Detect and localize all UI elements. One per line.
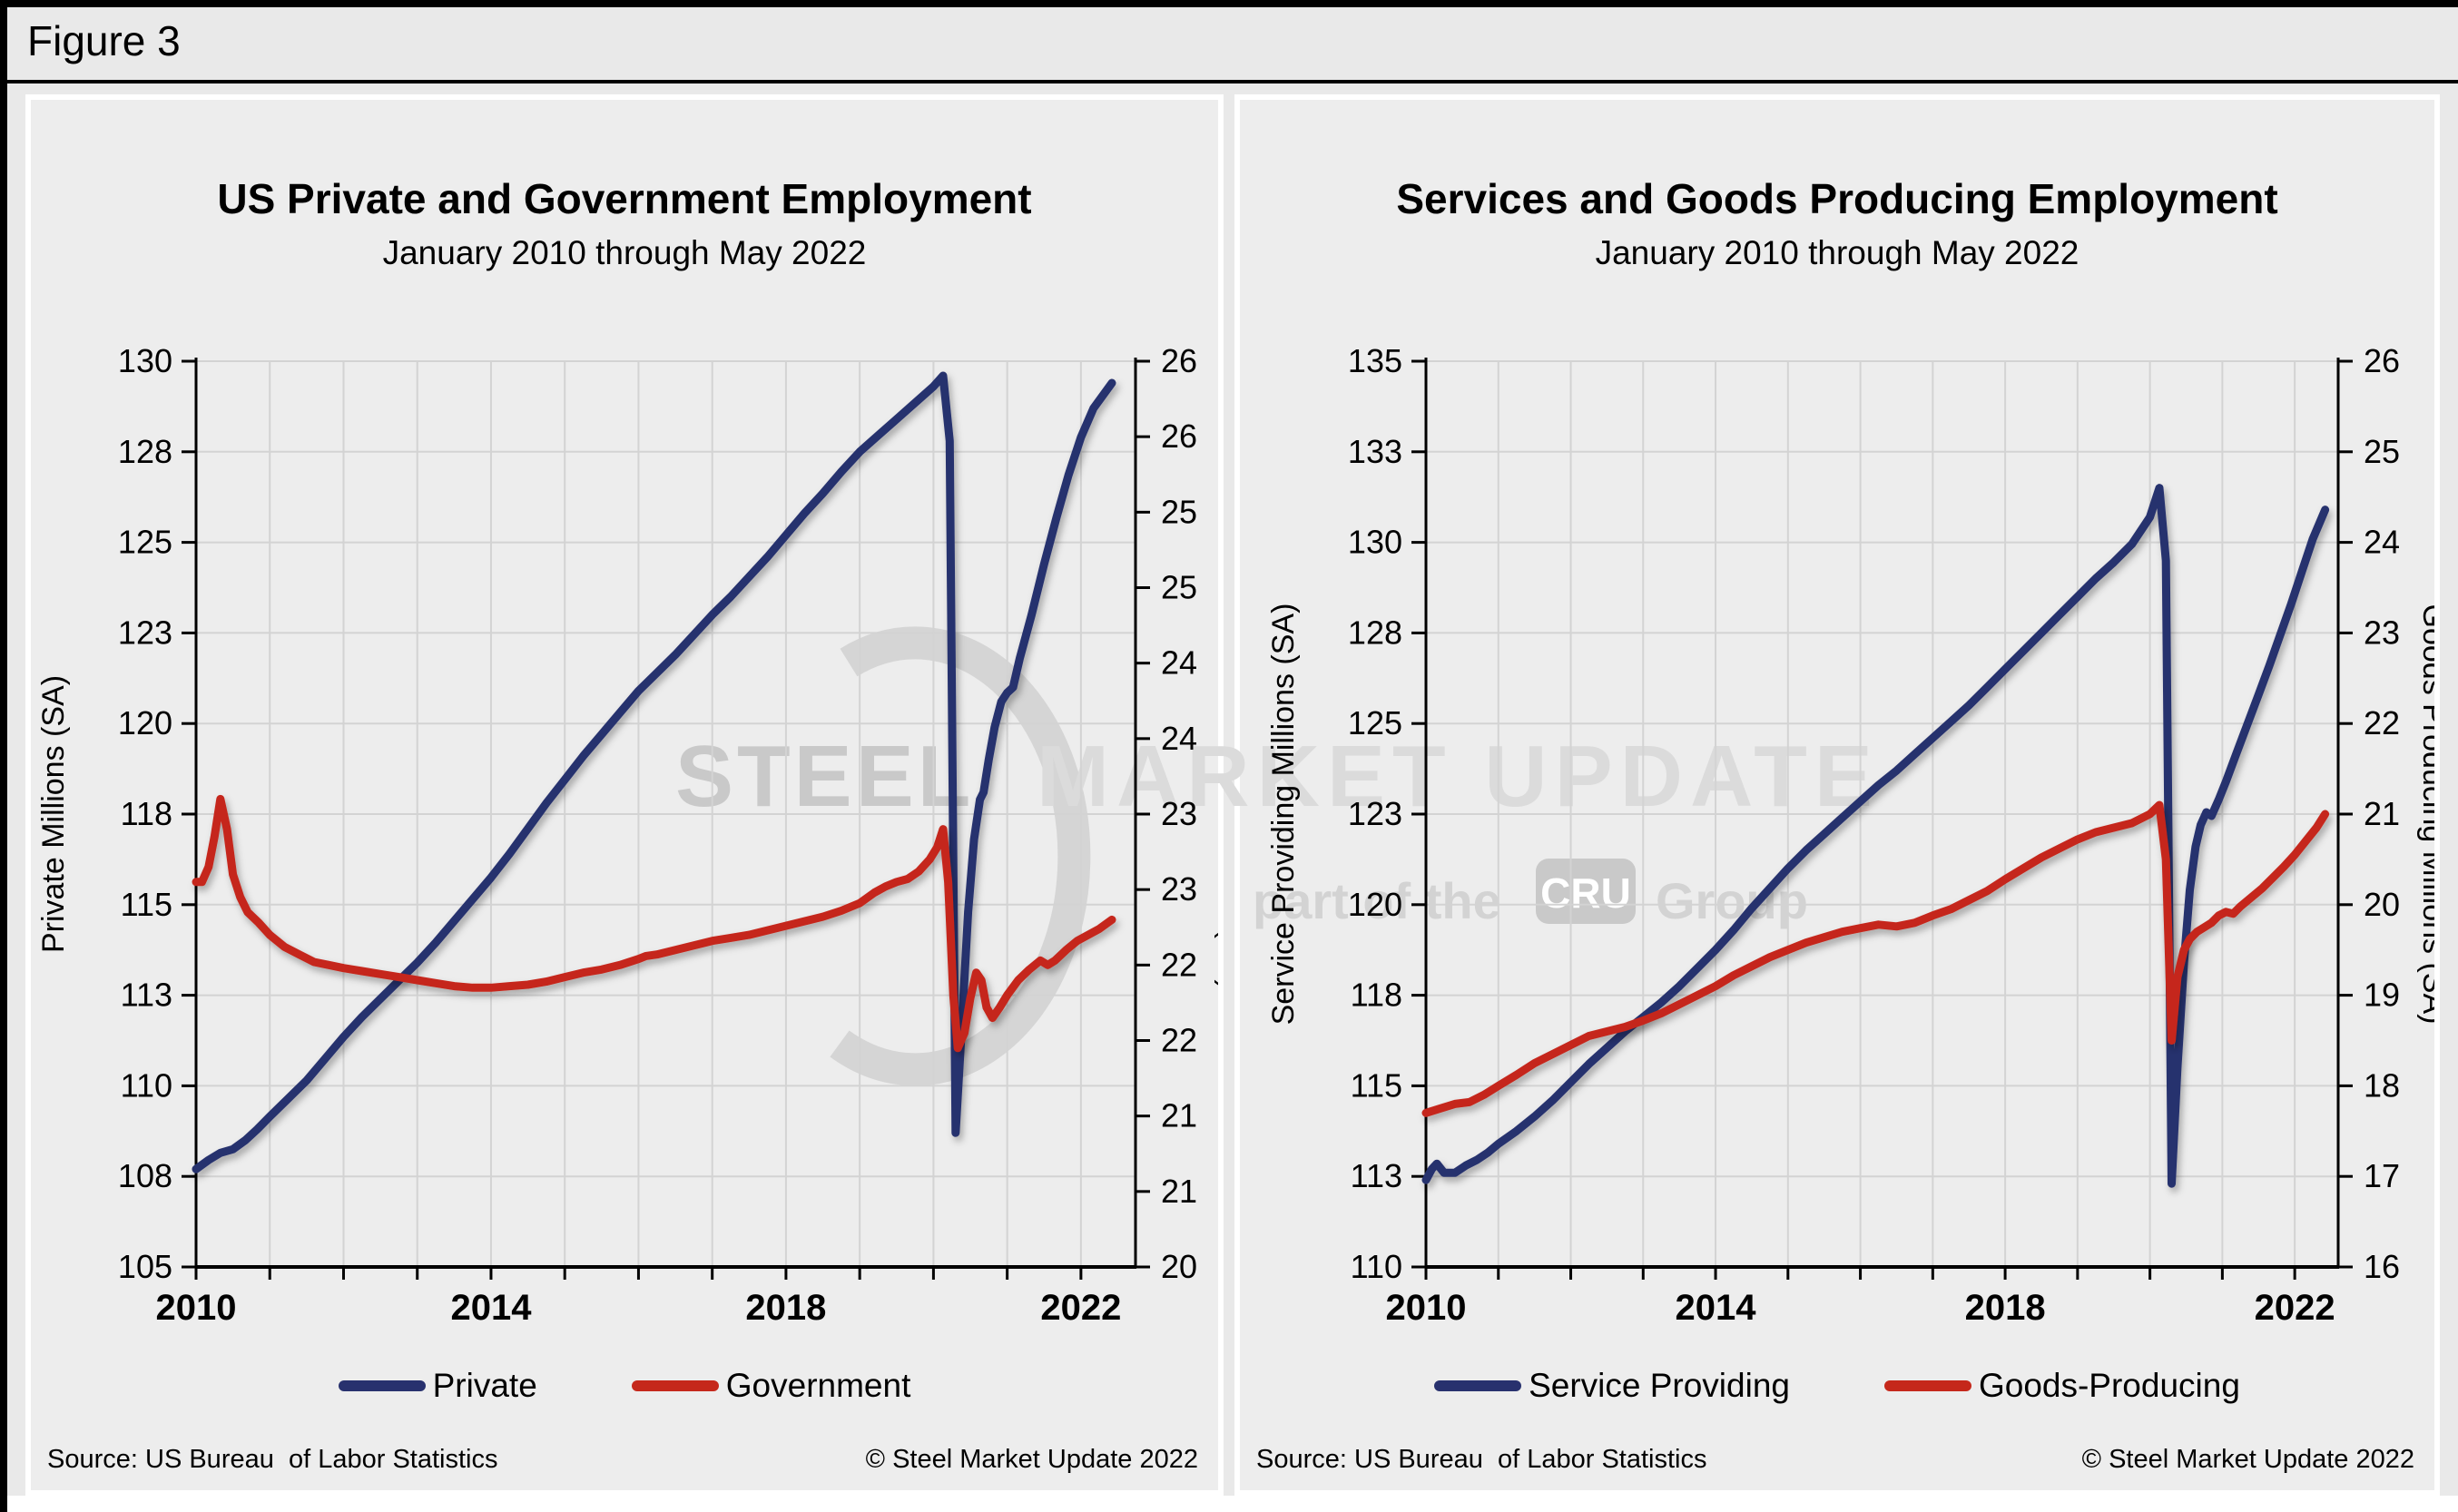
chart-footer: Source: US Bureau of Labor Statistics © … <box>1256 1445 2414 1475</box>
right-axis-tick-label: 26 <box>2364 342 2400 379</box>
right-axis-tick-label: 20 <box>1161 1248 1197 1285</box>
legend-item-goods-producing: Goods-Producing <box>1883 1367 2240 1405</box>
left-axis-tick-label: 110 <box>1351 1248 1402 1285</box>
chart-subtitle: January 2010 through May 2022 <box>1595 234 2079 271</box>
chart-title: Services and Goods Producing Employment <box>1396 175 2278 222</box>
right-axis-tick-label: 22 <box>1161 1022 1197 1059</box>
left-axis-tick-label: 115 <box>1351 1066 1402 1104</box>
right-axis-tick-label: 16 <box>2364 1248 2400 1285</box>
right-axis-tick-label: 21 <box>2364 795 2400 832</box>
x-axis-year-label: 2022 <box>2255 1288 2335 1328</box>
header-divider <box>0 80 2458 83</box>
private-government-chart: 130 128 125 123 120 118 115 113 110 108 105 26 26 25 2… <box>36 342 1218 1328</box>
x-axis-year-label: 2022 <box>1040 1288 1121 1328</box>
left-axis-tick-label: 125 <box>1348 704 1402 741</box>
left-axis-title: Private Millions (SA) <box>36 675 71 953</box>
frame-left-border <box>0 0 7 1512</box>
chart-subtitle: January 2010 through May 2022 <box>382 234 867 271</box>
series-line-private <box>192 371 1116 1173</box>
series-line-service-providing <box>1421 484 2330 1188</box>
right-axis-tick-label: 25 <box>1161 493 1197 530</box>
legend-label-government: Government <box>725 1367 911 1404</box>
legend-label-private: Private <box>432 1367 537 1404</box>
right-axis-tick-label: 22 <box>2364 704 2400 741</box>
right-axis-tick-label: 25 <box>2364 433 2400 470</box>
panel-private-government: US Private and Government Employment Jan… <box>25 94 1224 1496</box>
chart-footer: Source: US Bureau of Labor Statistics © … <box>47 1445 1198 1475</box>
series-line-goods-producing <box>1421 800 2330 1117</box>
chart-title: US Private and Government Employment <box>217 175 1032 222</box>
legend-label-service-providing: Service Providing <box>1529 1367 1790 1404</box>
x-axis-year-label: 2018 <box>1965 1288 2046 1328</box>
left-axis-tick-label: 128 <box>1348 614 1402 651</box>
right-axis-tick-label: 25 <box>1161 569 1197 606</box>
source-note: Source: US Bureau of Labor Statistics <box>1256 1445 1707 1474</box>
x-axis-year-label: 2010 <box>1386 1288 1467 1328</box>
right-axis-title: Goods Producing Millions (SA) <box>2416 604 2434 1025</box>
panel-services-goods: Services and Goods Producing Employment … <box>1234 94 2440 1496</box>
right-axis-tick-label: 20 <box>2364 886 2400 923</box>
government-line-swatch <box>631 1380 719 1391</box>
x-axis-year-label: 2014 <box>1676 1288 1757 1328</box>
x-axis-year-label: 2010 <box>156 1288 237 1328</box>
left-axis-tick-label: 110 <box>121 1066 172 1104</box>
goods-producing-line-swatch <box>1883 1380 1971 1391</box>
left-axis-title: Service Providing Millions (SA) <box>1266 604 1301 1026</box>
right-axis-tick-label: 26 <box>1161 417 1197 455</box>
left-axis-tick-label: 128 <box>118 433 172 470</box>
copyright-note: © Steel Market Update 2022 <box>2081 1445 2414 1474</box>
frame-top-border <box>0 0 2458 7</box>
right-axis-tick-label: 26 <box>1161 342 1197 379</box>
left-axis-tick-label: 130 <box>1348 524 1402 561</box>
legend-item-service-providing: Service Providing <box>1434 1367 1790 1405</box>
left-axis-tick-label: 120 <box>1348 886 1402 923</box>
right-axis-tick-label: 23 <box>1161 795 1197 832</box>
left-axis-tick-label: 120 <box>118 704 172 741</box>
legend-item-private: Private <box>338 1367 537 1405</box>
figure-label: Figure 3 <box>27 17 181 64</box>
right-axis-tick-label: 24 <box>1161 720 1197 757</box>
left-axis-tick-label: 118 <box>121 795 172 832</box>
left-axis-tick-label: 113 <box>121 977 172 1014</box>
left-axis-tick-label: 123 <box>118 614 172 651</box>
left-axis-tick-label: 125 <box>118 524 172 561</box>
left-axis-tick-label: 133 <box>1348 433 1402 470</box>
right-axis-tick-label: 23 <box>2364 614 2400 651</box>
right-axis-tick-label: 22 <box>1161 946 1197 983</box>
right-axis-tick-label: 23 <box>1161 870 1197 908</box>
left-axis-tick-label: 113 <box>1351 1157 1402 1194</box>
bottom-margin <box>7 1496 2458 1512</box>
right-axis-tick-label: 21 <box>1161 1097 1197 1134</box>
services-goods-chart: 135 133 130 128 125 123 120 118 115 113 110 26 25 24 2… <box>1266 342 2434 1328</box>
chart-legend: Private Government <box>31 1363 1218 1409</box>
chart-legend: Service Providing Goods-Producing <box>1240 1363 2434 1409</box>
right-axis-tick-label: 24 <box>1161 644 1197 682</box>
left-axis-tick-label: 105 <box>118 1248 172 1285</box>
left-axis-tick-label: 115 <box>121 886 172 923</box>
left-axis-tick-label: 130 <box>118 342 172 379</box>
left-axis-tick-label: 108 <box>118 1157 172 1194</box>
right-axis-tick-label: 24 <box>2364 524 2400 561</box>
right-axis-title: Government Millions (SA) <box>1214 638 1218 989</box>
legend-item-government: Government <box>631 1367 911 1405</box>
right-axis-tick-label: 19 <box>2364 977 2400 1014</box>
source-note: Source: US Bureau of Labor Statistics <box>47 1445 498 1474</box>
service-providing-line-swatch <box>1434 1380 1522 1391</box>
right-axis-tick-label: 21 <box>1161 1173 1197 1210</box>
copyright-note: © Steel Market Update 2022 <box>865 1445 1198 1474</box>
x-axis-year-label: 2014 <box>450 1288 532 1328</box>
left-axis-tick-label: 135 <box>1348 342 1402 379</box>
x-axis-year-label: 2018 <box>745 1288 826 1328</box>
legend-label-goods-producing: Goods-Producing <box>1978 1367 2240 1404</box>
left-axis-tick-label: 118 <box>1351 977 1402 1014</box>
left-axis-tick-label: 123 <box>1348 795 1402 832</box>
private-line-swatch <box>338 1380 426 1391</box>
right-axis-tick-label: 18 <box>2364 1066 2400 1104</box>
right-axis-tick-label: 17 <box>2364 1157 2400 1194</box>
